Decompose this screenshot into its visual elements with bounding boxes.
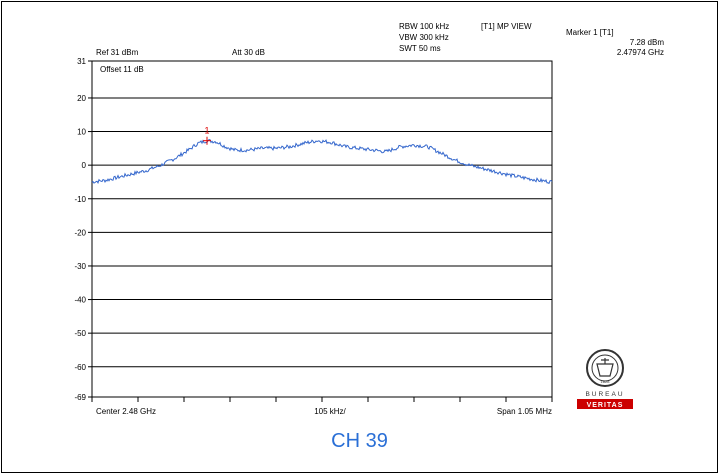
offset-label: Offset 11 dB: [100, 65, 144, 74]
marker-layer: 1: [203, 126, 211, 145]
grid-layer: 31 20 10 0 -10 -20 -30 -40 -50 -60 -69: [74, 57, 553, 402]
channel-label: CH 39: [331, 430, 388, 452]
bureau-veritas-logo: 1828 BUREAU VERITAS: [577, 349, 633, 409]
y-tick-label: -60: [74, 363, 86, 372]
svg-text:VERITAS: VERITAS: [587, 402, 624, 409]
rbw-readout: RBW 100 kHz: [399, 22, 450, 31]
y-tick-label: 20: [77, 94, 86, 103]
y-tick-label: -69: [74, 393, 86, 402]
reference-level: Ref 31 dBm: [96, 48, 139, 57]
marker-label: 1: [204, 126, 209, 136]
y-tick-label: -10: [74, 195, 86, 204]
vbw-readout: VBW 300 kHz: [399, 33, 449, 42]
center-frequency: Center 2.48 GHz: [96, 407, 157, 416]
spectrum-trace: [91, 139, 553, 185]
attenuation: Att 30 dB: [232, 48, 265, 57]
svg-text:BUREAU: BUREAU: [585, 391, 624, 398]
y-tick-label: 0: [82, 161, 87, 170]
y-tick-label: 10: [77, 128, 86, 137]
marker-frequency: 2.47974 GHz: [616, 48, 664, 57]
trace-layer: [91, 139, 553, 185]
plot-border: [91, 60, 553, 398]
mode-readout: [T1] MP VIEW: [481, 22, 532, 31]
swt-readout: SWT 50 ms: [399, 44, 441, 53]
span-label: Span 1.05 MHz: [496, 407, 552, 416]
marker-title: Marker 1 [T1]: [566, 28, 614, 37]
div-label: 105 kHz/: [314, 407, 346, 416]
y-tick-label: -50: [74, 329, 86, 338]
svg-text:1828: 1828: [601, 379, 611, 384]
y-tick-label: 31: [77, 57, 86, 66]
y-tick-label: -40: [74, 296, 86, 305]
y-tick-label: -30: [74, 262, 86, 271]
y-tick-label: -20: [74, 228, 86, 237]
marker-level: 7.28 dBm: [629, 38, 664, 47]
